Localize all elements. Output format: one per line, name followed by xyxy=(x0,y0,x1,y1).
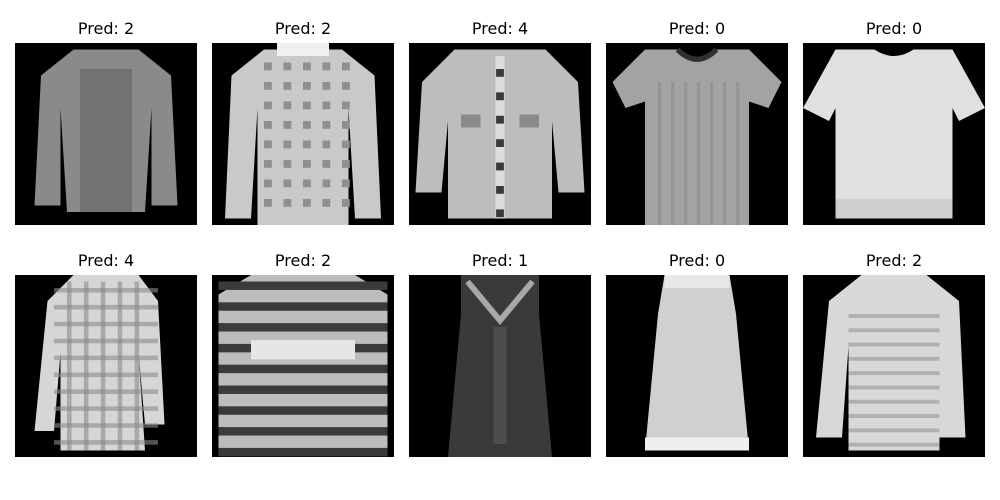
clothing-image xyxy=(212,43,394,225)
clothing-image xyxy=(409,43,591,225)
panel-caption: Pred: 4 xyxy=(77,251,135,270)
garment-picture xyxy=(606,43,788,225)
garment-picture xyxy=(212,275,394,457)
clothing-image xyxy=(15,43,197,225)
clothing-image xyxy=(606,275,788,457)
clothing-image xyxy=(212,275,394,457)
clothing-image xyxy=(15,275,197,457)
garment-picture xyxy=(15,275,197,457)
panel-caption: Pred: 2 xyxy=(274,251,332,270)
clothing-image xyxy=(606,43,788,225)
panel-caption: Pred: 4 xyxy=(471,19,529,38)
panel-caption: Pred: 0 xyxy=(865,19,923,38)
garment-picture xyxy=(409,275,591,457)
garment-picture xyxy=(15,43,197,225)
clothing-image xyxy=(409,275,591,457)
panel-caption: Pred: 2 xyxy=(865,251,923,270)
garment-picture xyxy=(803,43,985,225)
clothing-image xyxy=(803,43,985,225)
panel-caption: Pred: 0 xyxy=(668,251,726,270)
panel-caption: Pred: 2 xyxy=(77,19,135,38)
panel-caption: Pred: 0 xyxy=(668,19,726,38)
clothing-image xyxy=(803,275,985,457)
panel-caption: Pred: 2 xyxy=(274,19,332,38)
garment-picture xyxy=(409,43,591,225)
garment-picture xyxy=(212,43,394,225)
panel-caption: Pred: 1 xyxy=(471,251,529,270)
garment-picture xyxy=(803,275,985,457)
garment-picture xyxy=(606,275,788,457)
